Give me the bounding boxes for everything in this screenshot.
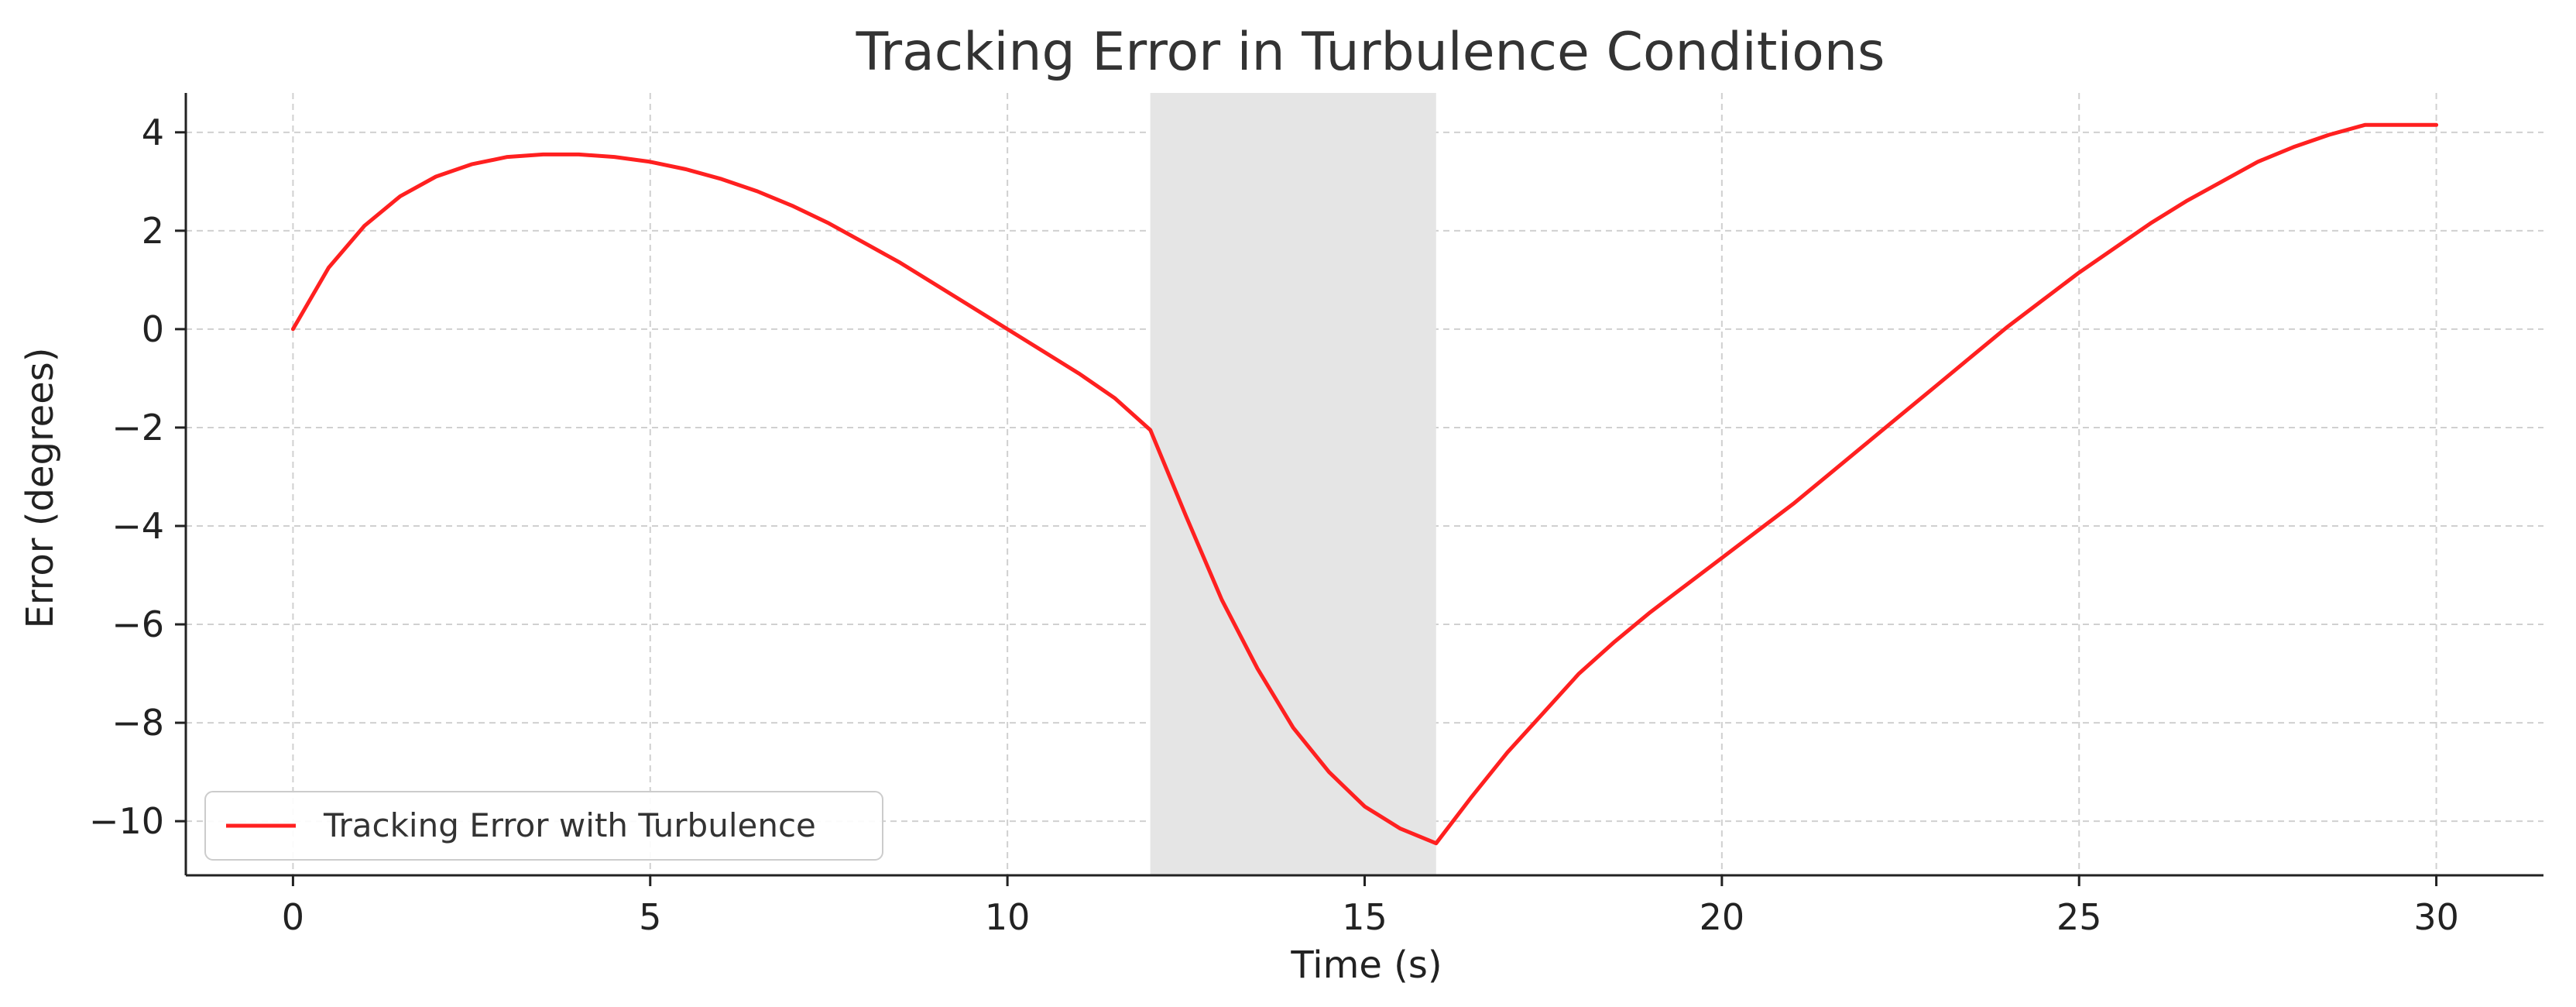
y-tick-label: 0 xyxy=(142,308,164,350)
x-axis-label: Time (s) xyxy=(1290,943,1442,987)
turbulence-shaded-region xyxy=(1150,93,1436,875)
series-layer xyxy=(290,122,2439,846)
legend: Tracking Error with Turbulence xyxy=(204,791,883,861)
x-tick-label: 15 xyxy=(1342,896,1387,938)
legend-entry-label: Tracking Error with Turbulence xyxy=(323,806,816,844)
y-axis-label: Error (degrees) xyxy=(19,348,62,629)
x-tick-label: 25 xyxy=(2056,896,2102,938)
x-tick-label: 10 xyxy=(985,896,1031,938)
x-tick-label: 20 xyxy=(1700,896,1745,938)
series-line xyxy=(290,122,2439,846)
y-tick-label: −8 xyxy=(111,702,164,744)
y-tick-label: −2 xyxy=(111,407,164,449)
y-tick-label: −6 xyxy=(111,603,164,645)
y-tick-label: −4 xyxy=(111,505,164,547)
x-tick-label: 0 xyxy=(282,896,304,938)
legend-box xyxy=(204,791,883,861)
y-tick-label: 4 xyxy=(142,112,164,153)
x-tick-label: 5 xyxy=(639,896,661,938)
y-tick-label: 2 xyxy=(142,210,164,252)
x-tick-label: 30 xyxy=(2413,896,2459,938)
chart-title: Tracking Error in Turbulence Conditions xyxy=(856,22,1885,83)
y-tick-label: −10 xyxy=(89,800,164,842)
shaded-region-layer xyxy=(1150,93,1436,875)
